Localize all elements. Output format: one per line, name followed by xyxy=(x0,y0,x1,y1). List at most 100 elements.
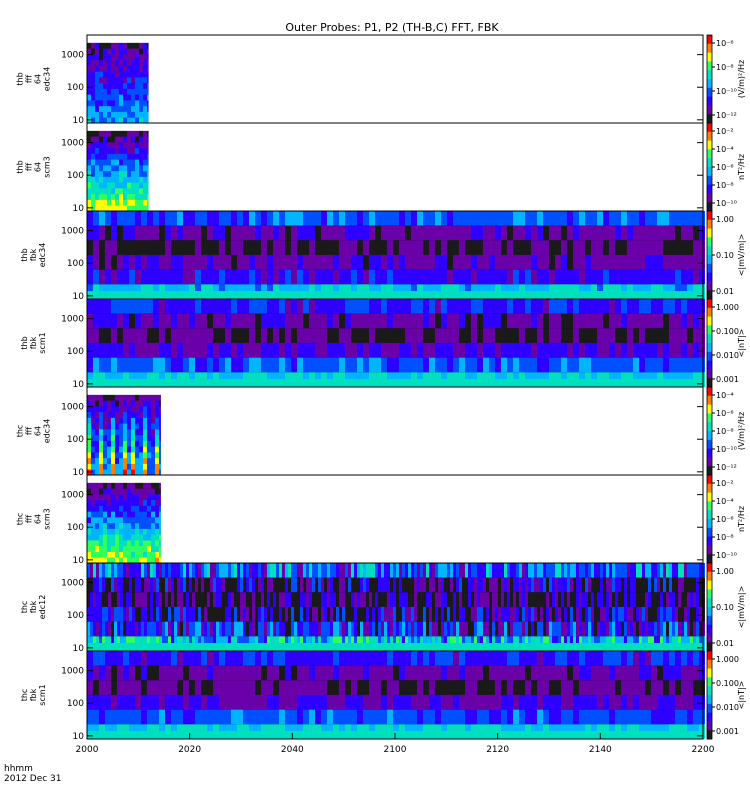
ylabel-line: fff xyxy=(25,515,34,524)
colorbar: 10⁻² 10⁻⁴ 10⁻⁶ 10⁻⁸ 10⁻¹⁰ nT²/Hz xyxy=(706,474,746,564)
colorbar-tick-label: 10⁻⁸ xyxy=(716,533,734,542)
y-tick-label: 100 xyxy=(67,435,84,445)
colorbar-label: nT²/Hz xyxy=(737,506,746,532)
colorbar: 10⁻² 10⁻⁴ 10⁻⁶ 10⁻⁸ 10⁻¹⁰ nT²/Hz xyxy=(706,122,746,212)
colorbar-tick-label: 10⁻⁶ xyxy=(716,409,734,418)
panel-thc-fff-edc34: 101001000thcfff64edc3410⁻⁴10⁻⁶10⁻⁸10⁻¹⁰1… xyxy=(16,386,746,478)
panel-thc-fbk-edc12: 10 100 1000 thcfbkedc12 1.00 0.10 0.01 <|mV/m|> xyxy=(20,562,746,654)
panel-ylabel: thcfff64edc34 xyxy=(16,419,52,444)
panel-frame xyxy=(86,474,704,564)
ylabel-line: fbk xyxy=(29,688,38,701)
ylabel-line: edc34 xyxy=(43,67,52,92)
colorbar-tick-label: 0.100 xyxy=(716,679,739,688)
colorbar-tick-label: 10⁻⁴ xyxy=(716,391,734,400)
y-tick-label: 100 xyxy=(67,699,84,709)
y-tick-label: 10 xyxy=(73,468,85,478)
spectrogram-image xyxy=(87,35,149,124)
panel-thb-fff-scm3: 101001000thbfff64scm310⁻²10⁻⁴10⁻⁶10⁻⁸10⁻… xyxy=(16,122,746,214)
ylabel-line: thb xyxy=(16,160,25,173)
panels: 101001000thbfff64edc3410⁻⁶10⁻⁸10⁻¹⁰10⁻¹²… xyxy=(16,34,746,742)
ylabel-line: fff xyxy=(25,163,34,172)
ylabel-line: 64 xyxy=(34,514,43,524)
colorbar-tick-label: 10⁻² xyxy=(716,127,734,136)
y-tick-label: 10 xyxy=(73,204,85,214)
ylabel-line: thc xyxy=(16,425,25,438)
colorbar-tick-label: 10⁻⁶ xyxy=(716,163,734,172)
ylabel-line: thb xyxy=(20,336,29,349)
y-tick-label: 1000 xyxy=(61,51,84,61)
y-tick-label: 1000 xyxy=(61,315,84,325)
ylabel-line: 64 xyxy=(34,74,43,84)
colorbar-tick-label: 0.010 xyxy=(716,703,739,712)
colorbar: 1.000 0.100 0.010 0.001 <|nT|> xyxy=(706,298,746,388)
panel-frame xyxy=(86,122,704,212)
spectrogram-image xyxy=(87,299,705,387)
y-tick-label: 10 xyxy=(73,732,85,742)
y-tick-label: 100 xyxy=(67,611,84,621)
colorbar-tick-label: 10⁻¹⁰ xyxy=(716,445,737,454)
x-tick-label: 2140 xyxy=(589,745,612,755)
panel-ylabel: thbfbkscm1 xyxy=(20,332,47,353)
ylabel-line: scm3 xyxy=(43,156,52,177)
panel-ylabel: thcfff64scm3 xyxy=(16,508,52,529)
ylabel-line: fff xyxy=(25,427,34,436)
colorbar-tick-label: 10⁻¹⁰ xyxy=(716,87,737,96)
ylabel-line: scm3 xyxy=(43,508,52,529)
ylabel-line: scm1 xyxy=(38,332,47,353)
y-tick-label: 1000 xyxy=(61,491,84,501)
y-tick-label: 100 xyxy=(67,171,84,181)
panel-thc-fbk-scm1: 10 100 1000 thcfbkscm1 1.000 0.100 0.010 0.001 <… xyxy=(20,650,746,742)
time-format-label: hhmm xyxy=(4,764,33,774)
y-tick-label: 1000 xyxy=(61,139,84,149)
spectrogram-image xyxy=(87,387,161,476)
panel-thb-fbk-scm1: 10 100 1000 thbfbkscm1 1.000 0.100 0.010 0.001 <… xyxy=(20,298,746,390)
colorbar-label: nT²/Hz xyxy=(737,154,746,180)
panel-thb-fff-edc34: 10 100 1000 thbfff64edc34 10⁻⁶ 10⁻⁸ 10⁻¹⁰ 10⁻¹²… xyxy=(16,34,746,126)
panel-ylabel: thbfff64edc34 xyxy=(16,67,52,92)
x-tick-label: 2020 xyxy=(178,745,201,755)
colorbar-frame xyxy=(706,650,713,740)
ylabel-line: thb xyxy=(20,248,29,261)
y-tick-label: 100 xyxy=(67,523,84,533)
spectrogram-image xyxy=(87,123,149,212)
colorbar: 10⁻⁶ 10⁻⁸ 10⁻¹⁰ 10⁻¹² (V/m)²/Hz xyxy=(706,34,746,124)
x-axis: 2000 2020 2040 2100 2120 2140 2200 xyxy=(76,733,715,755)
colorbar: 1.000 0.100 0.010 0.001 <|nT|> xyxy=(706,650,746,740)
ylabel-line: thb xyxy=(16,72,25,85)
ylabel-line: thc xyxy=(16,513,25,526)
ylabel-line: fbk xyxy=(29,600,38,613)
ylabel-line: 64 xyxy=(34,162,43,172)
ylabel-line: edc34 xyxy=(43,419,52,444)
panel-ylabel: thcfbkscm1 xyxy=(20,684,47,705)
panel-ylabel: thbfff64scm3 xyxy=(16,156,52,177)
colorbar-tick-label: 10⁻² xyxy=(716,479,734,488)
colorbar-tick-label: 0.001 xyxy=(716,375,739,384)
ylabel-line: fff xyxy=(25,75,34,84)
ylabel-line: fbk xyxy=(29,336,38,349)
colorbar-tick-label: 0.100 xyxy=(716,327,739,336)
y-tick-label: 100 xyxy=(67,83,84,93)
panel-thc-fff-scm3: 101001000thcfff64scm310⁻²10⁻⁴10⁻⁶10⁻⁸10⁻… xyxy=(16,474,746,566)
spectrogram-image xyxy=(87,651,705,739)
colorbar-label: (V/m)²/Hz xyxy=(737,60,746,98)
colorbar-tick-label: 0.10 xyxy=(716,251,734,260)
colorbar-tick-label: 10⁻⁴ xyxy=(716,145,734,154)
colorbar-label: <|nT|> xyxy=(737,329,746,358)
ylabel-line: edc34 xyxy=(38,243,47,268)
colorbar-label: (V/m)²/Hz xyxy=(737,412,746,450)
date-label: 2012 Dec 31 xyxy=(4,774,62,784)
colorbar-tick-label: 0.01 xyxy=(716,287,734,296)
figure-title: Outer Probes: P1, P2 (TH-B,C) FFT, FBK xyxy=(285,21,499,34)
y-tick-label: 1000 xyxy=(61,403,84,413)
spectrogram-image xyxy=(87,563,705,651)
colorbar-tick-label: 1.00 xyxy=(716,215,734,224)
ylabel-line: thc xyxy=(20,689,29,702)
y-tick-label: 10 xyxy=(73,116,85,126)
spectrogram-image xyxy=(87,475,161,564)
colorbar-tick-label: 10⁻⁴ xyxy=(716,497,734,506)
ylabel-line: 64 xyxy=(34,426,43,436)
y-tick-label: 10 xyxy=(73,292,85,302)
y-tick-label: 1000 xyxy=(61,579,84,589)
colorbar-tick-label: 1.00 xyxy=(716,567,734,576)
